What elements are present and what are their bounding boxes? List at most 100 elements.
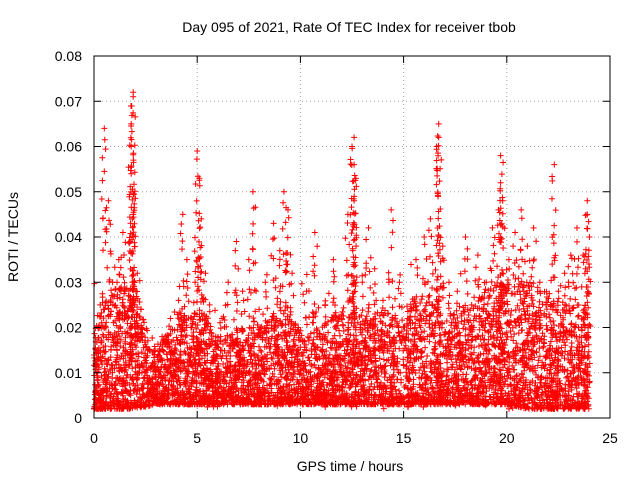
scatter-point [248, 361, 255, 368]
scatter-point [463, 371, 470, 378]
scatter-point [397, 271, 404, 278]
scatter-point [426, 338, 433, 345]
chart-title: Day 095 of 2021, Rate Of TEC Index for r… [182, 19, 516, 35]
scatter-point [341, 347, 348, 354]
scatter-point [460, 308, 467, 315]
scatter-point [140, 316, 147, 323]
scatter-point [192, 268, 199, 275]
scatter-point [554, 338, 560, 345]
scatter-point [337, 332, 343, 339]
scatter-point [527, 387, 534, 394]
scatter-point [398, 376, 405, 383]
scatter-point [344, 287, 351, 294]
scatter-point [264, 358, 271, 365]
scatter-point [269, 355, 276, 362]
scatter-point [471, 294, 478, 301]
scatter-point [300, 338, 307, 345]
scatter-point [486, 292, 493, 299]
scatter-point [206, 308, 213, 315]
scatter-point [429, 270, 436, 277]
scatter-point [536, 353, 543, 360]
scatter-point [171, 373, 178, 380]
scatter-point [395, 285, 402, 292]
data-points [91, 89, 594, 412]
scatter-point [424, 353, 431, 359]
scatter-point [250, 318, 257, 325]
scatter-point [339, 308, 346, 315]
scatter-point [264, 305, 271, 312]
scatter-point [120, 303, 127, 310]
scatter-point [401, 384, 408, 391]
scatter-point [555, 295, 562, 302]
scatter-point [357, 368, 364, 375]
scatter-point [303, 271, 310, 278]
scatter-point [463, 359, 470, 366]
scatter-point [217, 325, 224, 332]
scatter-point [367, 284, 374, 291]
scatter-point [362, 271, 369, 278]
scatter-point [300, 291, 307, 298]
scatter-point [233, 325, 240, 332]
scatter-point [234, 299, 241, 306]
scatter-point [245, 369, 252, 376]
scatter-point [213, 366, 220, 373]
scatter-point [487, 333, 494, 340]
scatter-point [462, 302, 469, 309]
scatter-point [416, 367, 423, 374]
scatter-point [307, 330, 314, 337]
scatter-point [457, 365, 464, 372]
scatter-point [513, 373, 520, 380]
scatter-point [420, 307, 427, 314]
scatter-point [385, 310, 392, 317]
scatter-point [497, 279, 504, 286]
scatter-point [298, 280, 305, 287]
scatter-point [121, 362, 128, 369]
scatter-point [117, 323, 124, 330]
scatter-point [150, 348, 157, 355]
scatter-point [136, 299, 143, 305]
scatter-point [223, 355, 230, 362]
scatter-point [536, 345, 543, 352]
grid-lines [94, 56, 610, 418]
scatter-point [149, 335, 156, 341]
scatter-point [408, 261, 414, 268]
scatter-point [221, 317, 228, 323]
scatter-point [399, 317, 406, 324]
scatter-point [108, 287, 115, 294]
scatter-point [535, 357, 542, 364]
scatter-point [242, 372, 249, 379]
scatter-point [263, 271, 270, 278]
scatter-point [117, 264, 124, 271]
scatter-point [491, 250, 498, 257]
scatter-point [395, 329, 402, 336]
scatter-point [454, 314, 461, 321]
scatter-point [160, 347, 166, 354]
scatter-point [175, 321, 182, 328]
scatter-point [574, 338, 581, 344]
scatter-point [574, 313, 581, 320]
scatter-point [359, 272, 366, 279]
scatter-point [453, 307, 460, 314]
scatter-point [166, 343, 173, 350]
scatter-point [534, 362, 541, 369]
scatter-point [253, 288, 260, 295]
scatter-point [345, 271, 352, 278]
scatter-point [434, 313, 440, 320]
scatter-point [422, 302, 429, 309]
scatter-point [315, 304, 322, 311]
scatter-point [517, 291, 524, 298]
scatter-point [274, 301, 281, 308]
scatter-point [98, 309, 105, 316]
scatter-point [585, 341, 592, 348]
scatter-point [212, 307, 218, 314]
scatter-point [448, 322, 455, 329]
scatter-point [400, 323, 407, 330]
scatter-point [392, 295, 398, 302]
scatter-point [167, 326, 174, 333]
scatter-point [154, 379, 161, 385]
scatter-point [528, 273, 535, 280]
scatter-point [464, 364, 471, 371]
scatter-point [519, 327, 526, 334]
scatter-point [507, 312, 514, 318]
